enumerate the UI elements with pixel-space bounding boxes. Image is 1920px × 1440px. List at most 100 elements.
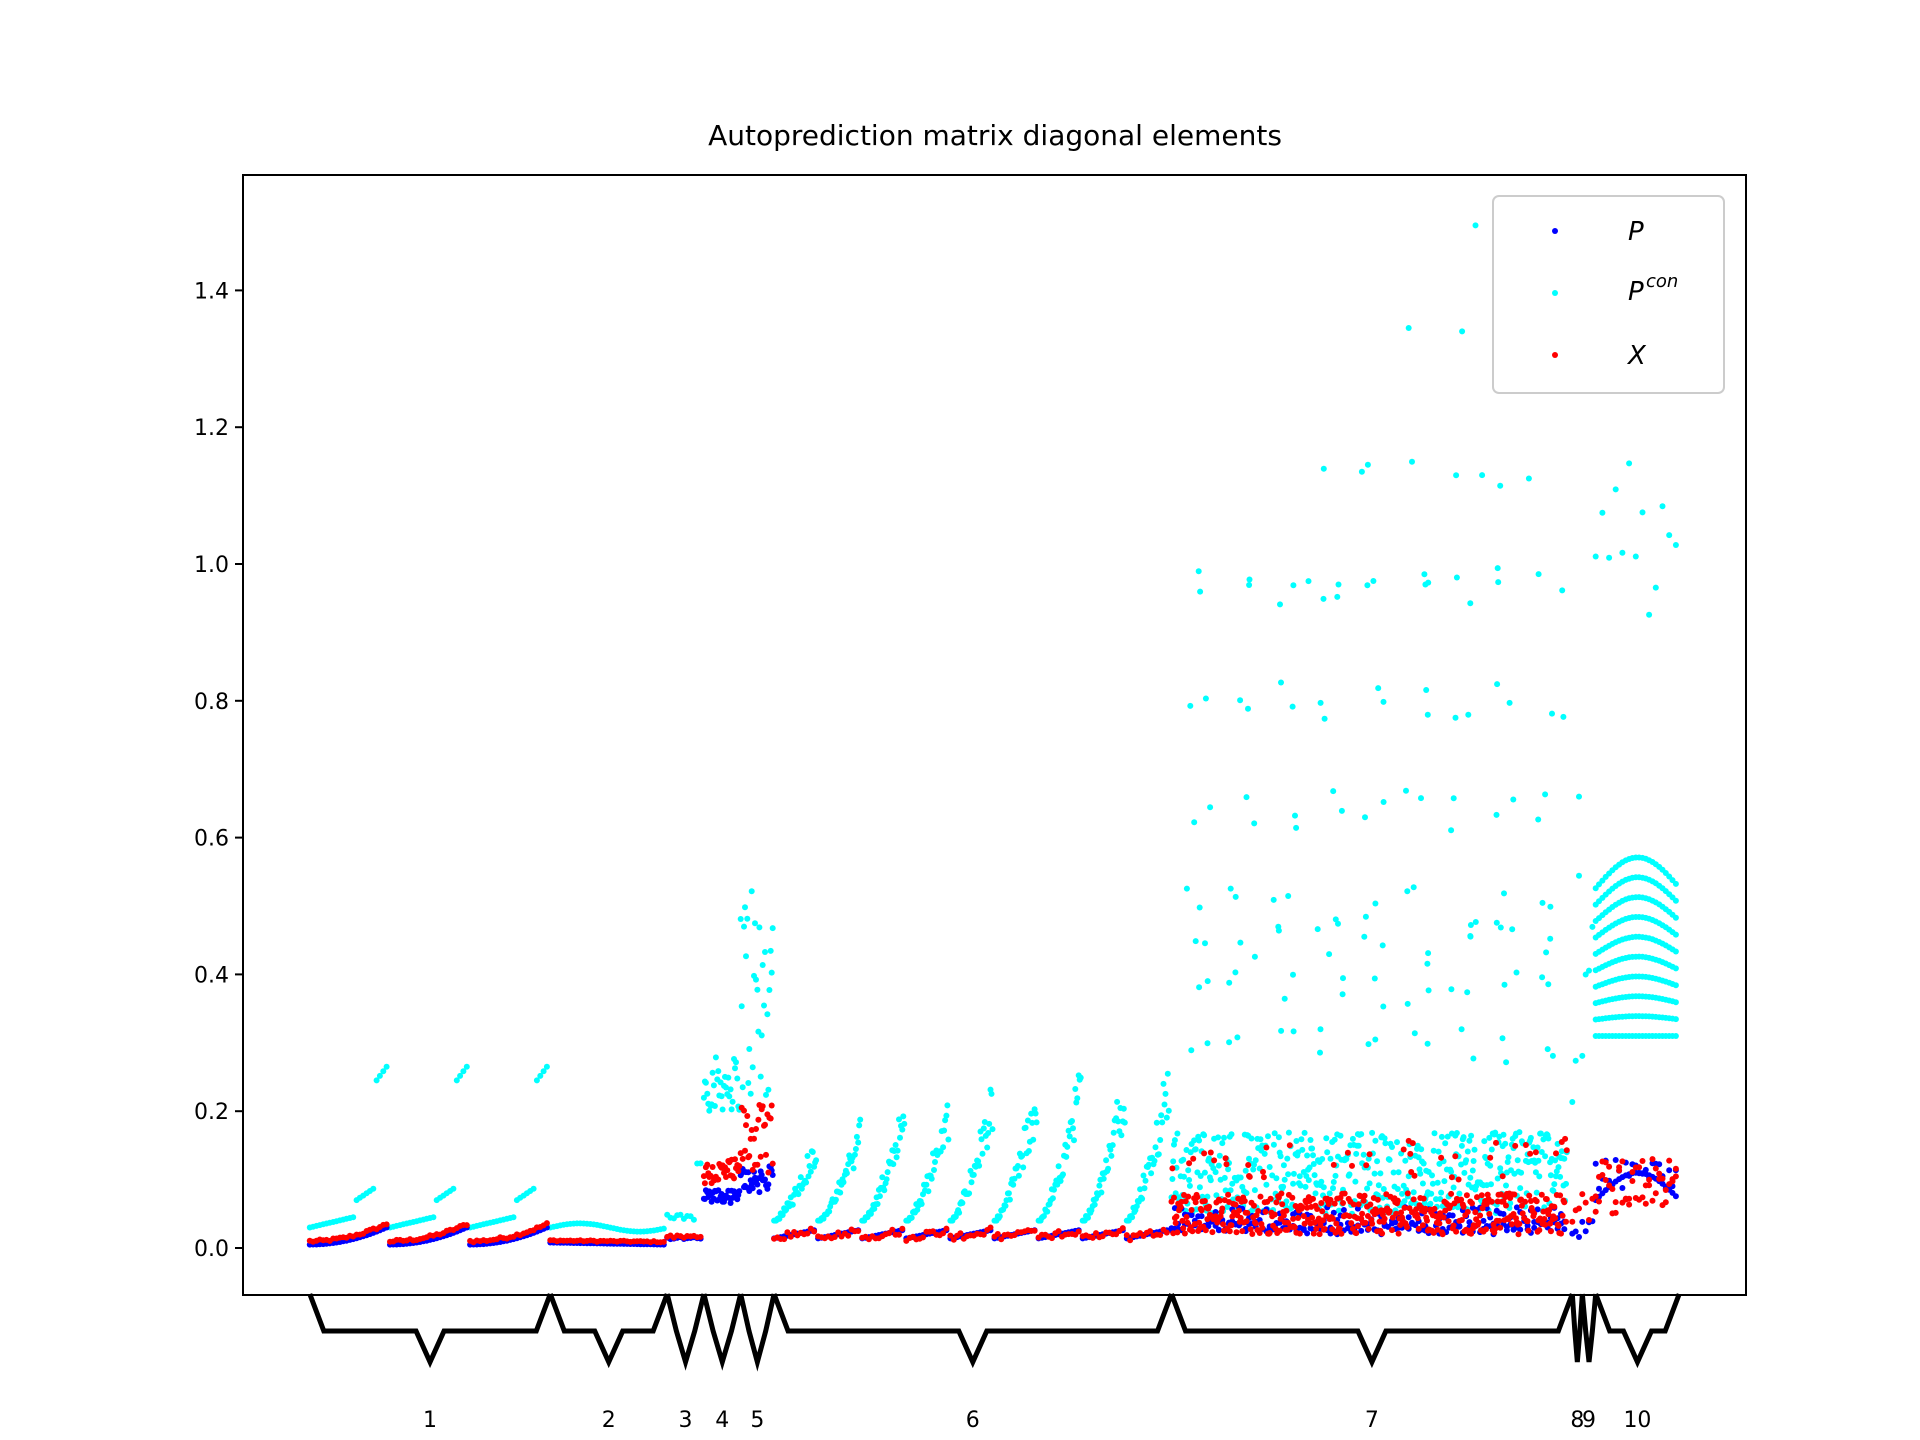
data-point-pcon xyxy=(1321,715,1328,722)
data-point-x xyxy=(1431,1205,1438,1212)
data-point-pcon xyxy=(843,1170,850,1177)
data-point-x xyxy=(1474,1194,1480,1201)
y-tick-label: 1.2 xyxy=(194,416,229,441)
data-point-pcon xyxy=(457,1072,464,1079)
data-point-pcon xyxy=(1561,1155,1568,1162)
data-point-x xyxy=(1551,1203,1558,1210)
data-point-pcon xyxy=(1493,919,1500,926)
data-point-pcon xyxy=(832,1196,839,1203)
data-point-x xyxy=(957,1230,964,1237)
data-points xyxy=(306,222,1679,1248)
data-point-pcon xyxy=(1032,1110,1039,1117)
data-point-pcon xyxy=(1186,1182,1193,1189)
data-point-x xyxy=(1612,1209,1619,1216)
data-point-x xyxy=(1393,1210,1400,1217)
data-point-x xyxy=(1295,1215,1302,1221)
data-point-x xyxy=(1232,1201,1239,1208)
data-point-pcon xyxy=(1506,699,1513,706)
data-point-pcon xyxy=(1221,1134,1227,1141)
data-point-pcon xyxy=(1338,807,1345,814)
data-point-x xyxy=(1524,1218,1531,1225)
data-point-pcon xyxy=(1438,1189,1445,1196)
group-brace-4 xyxy=(701,1293,744,1371)
data-point-pcon xyxy=(1320,465,1327,472)
data-point-x xyxy=(1333,1220,1340,1227)
data-point-pcon xyxy=(1560,713,1567,720)
data-point-pcon xyxy=(677,1211,684,1218)
data-point-x xyxy=(1652,1190,1659,1197)
data-point-pcon xyxy=(1051,1186,1057,1193)
data-point-pcon xyxy=(1206,1155,1213,1162)
data-point-pcon xyxy=(1433,1196,1439,1203)
data-point-pcon xyxy=(1191,1137,1198,1144)
data-point-pcon xyxy=(747,1090,754,1097)
data-point-pcon xyxy=(1366,1180,1373,1187)
data-point-x xyxy=(1299,1204,1306,1210)
data-point-pcon xyxy=(1456,1190,1463,1197)
data-point-p xyxy=(1572,1228,1579,1235)
data-point-x xyxy=(1469,1200,1475,1207)
data-point-x xyxy=(1409,1140,1416,1147)
data-point-pcon xyxy=(453,1077,460,1084)
data-point-x xyxy=(1415,1225,1422,1232)
data-point-p xyxy=(1198,1213,1205,1220)
data-point-pcon xyxy=(1133,1203,1140,1210)
data-point-pcon xyxy=(1479,472,1486,479)
data-point-x xyxy=(1455,1176,1462,1183)
data-point-pcon xyxy=(931,1167,937,1173)
data-point-pcon xyxy=(857,1116,864,1123)
data-point-x xyxy=(1496,1217,1503,1224)
data-point-x xyxy=(1395,1230,1402,1237)
data-point-pcon xyxy=(803,1179,810,1186)
data-point-pcon xyxy=(1237,1174,1244,1181)
data-point-x xyxy=(1251,1202,1257,1209)
data-point-pcon xyxy=(1358,468,1365,475)
data-point-pcon xyxy=(706,1107,713,1114)
data-point-pcon xyxy=(1033,1119,1040,1126)
data-point-pcon xyxy=(1014,1163,1021,1169)
data-point-pcon xyxy=(1320,1184,1327,1191)
data-point-pcon xyxy=(1310,1152,1316,1159)
data-point-pcon xyxy=(1421,571,1428,578)
data-point-pcon xyxy=(1057,1178,1064,1184)
data-point-x xyxy=(1411,1172,1418,1179)
data-point-x xyxy=(1360,1197,1367,1204)
data-point-pcon xyxy=(1330,1185,1336,1192)
data-point-pcon xyxy=(1494,1175,1501,1182)
data-point-x xyxy=(1592,1193,1599,1200)
data-point-pcon xyxy=(1197,588,1204,595)
data-point-pcon xyxy=(1275,1134,1282,1141)
data-point-x xyxy=(1542,1221,1549,1228)
data-point-x xyxy=(1599,1172,1606,1178)
data-point-pcon xyxy=(941,1127,948,1134)
data-point-pcon xyxy=(1044,1208,1051,1215)
group-brace-7 xyxy=(1169,1293,1575,1369)
data-point-x xyxy=(1220,1221,1227,1228)
data-point-x xyxy=(739,1155,746,1162)
data-point-x xyxy=(1497,1224,1504,1231)
group-brace-8 xyxy=(1569,1293,1585,1363)
data-point-pcon xyxy=(1352,1178,1359,1185)
data-point-pcon xyxy=(1232,969,1239,976)
data-point-x xyxy=(1127,1237,1134,1244)
data-point-p xyxy=(1392,1219,1399,1226)
data-point-pcon xyxy=(1273,1175,1280,1182)
data-point-x xyxy=(1196,1219,1203,1226)
data-point-pcon xyxy=(1202,695,1209,702)
data-point-pcon xyxy=(813,1157,820,1164)
data-point-x xyxy=(1194,1194,1201,1201)
data-point-pcon xyxy=(901,1120,908,1127)
data-point-pcon xyxy=(1248,1135,1255,1142)
data-point-pcon xyxy=(1355,1142,1362,1149)
data-point-pcon xyxy=(1187,702,1194,709)
data-point-pcon xyxy=(718,1093,725,1100)
data-point-x xyxy=(1174,1229,1181,1236)
data-point-x xyxy=(1458,1196,1465,1203)
data-point-pcon xyxy=(1410,1189,1417,1196)
data-point-pcon xyxy=(984,1144,991,1151)
data-point-pcon xyxy=(533,1077,540,1084)
data-point-x xyxy=(1526,1192,1533,1199)
data-point-pcon xyxy=(1419,1180,1426,1187)
data-point-p xyxy=(1534,1206,1541,1213)
data-point-x xyxy=(1289,1194,1296,1201)
